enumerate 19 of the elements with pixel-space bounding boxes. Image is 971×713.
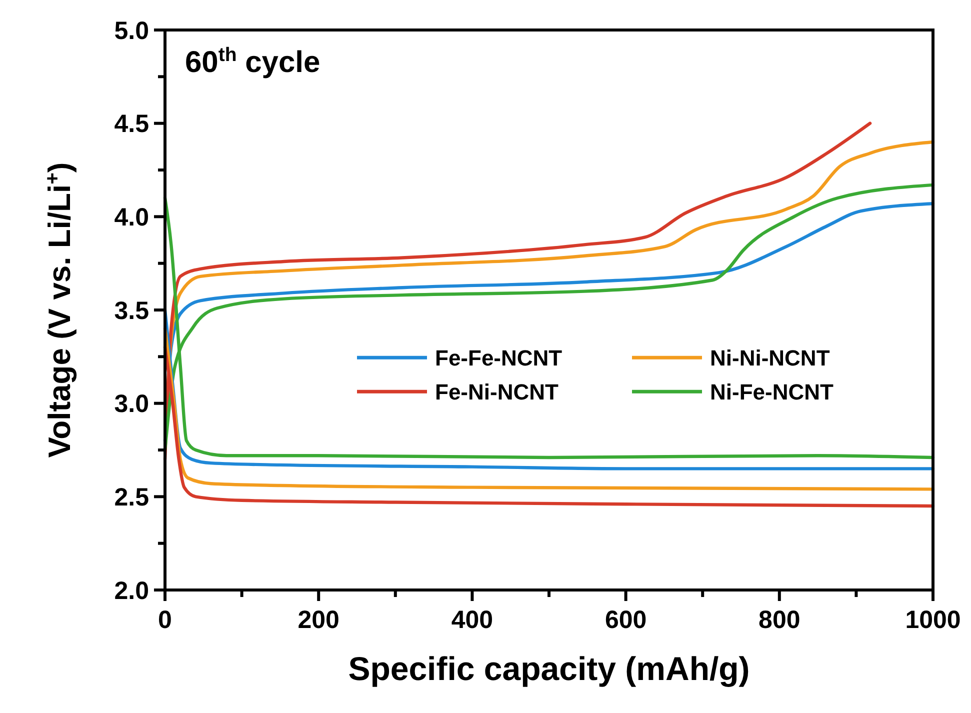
y-tick-label: 4.0: [114, 203, 149, 232]
x-tick-label: 800: [758, 606, 800, 634]
legend-label: Ni-Ni-NCNT: [710, 345, 830, 370]
x-tick-label: 400: [451, 606, 494, 634]
y-tick-label: 5.0: [114, 16, 149, 45]
y-tick-label: 2.5: [114, 483, 150, 512]
text: 60$^{th}$ cycle: [185, 44, 320, 79]
x-tick-label: 200: [298, 606, 340, 634]
x-axis-title: Specific capacity (mAh/g): [348, 650, 750, 687]
x-tick-label: 0: [158, 606, 172, 634]
y-tick-label: 3.0: [114, 390, 149, 418]
legend-label: Fe-Fe-NCNT: [435, 345, 563, 370]
legend-label: Fe-Ni-NCNT: [435, 379, 559, 404]
legend-label: Ni-Fe-NCNT: [710, 379, 834, 404]
y-tick-label: 4.5: [114, 110, 150, 138]
x-tick-label: 1000: [905, 606, 961, 634]
y-tick-label: 2.0: [114, 576, 149, 605]
x-tick-label: 600: [604, 606, 647, 634]
y-tick-label: 3.5: [114, 296, 150, 325]
